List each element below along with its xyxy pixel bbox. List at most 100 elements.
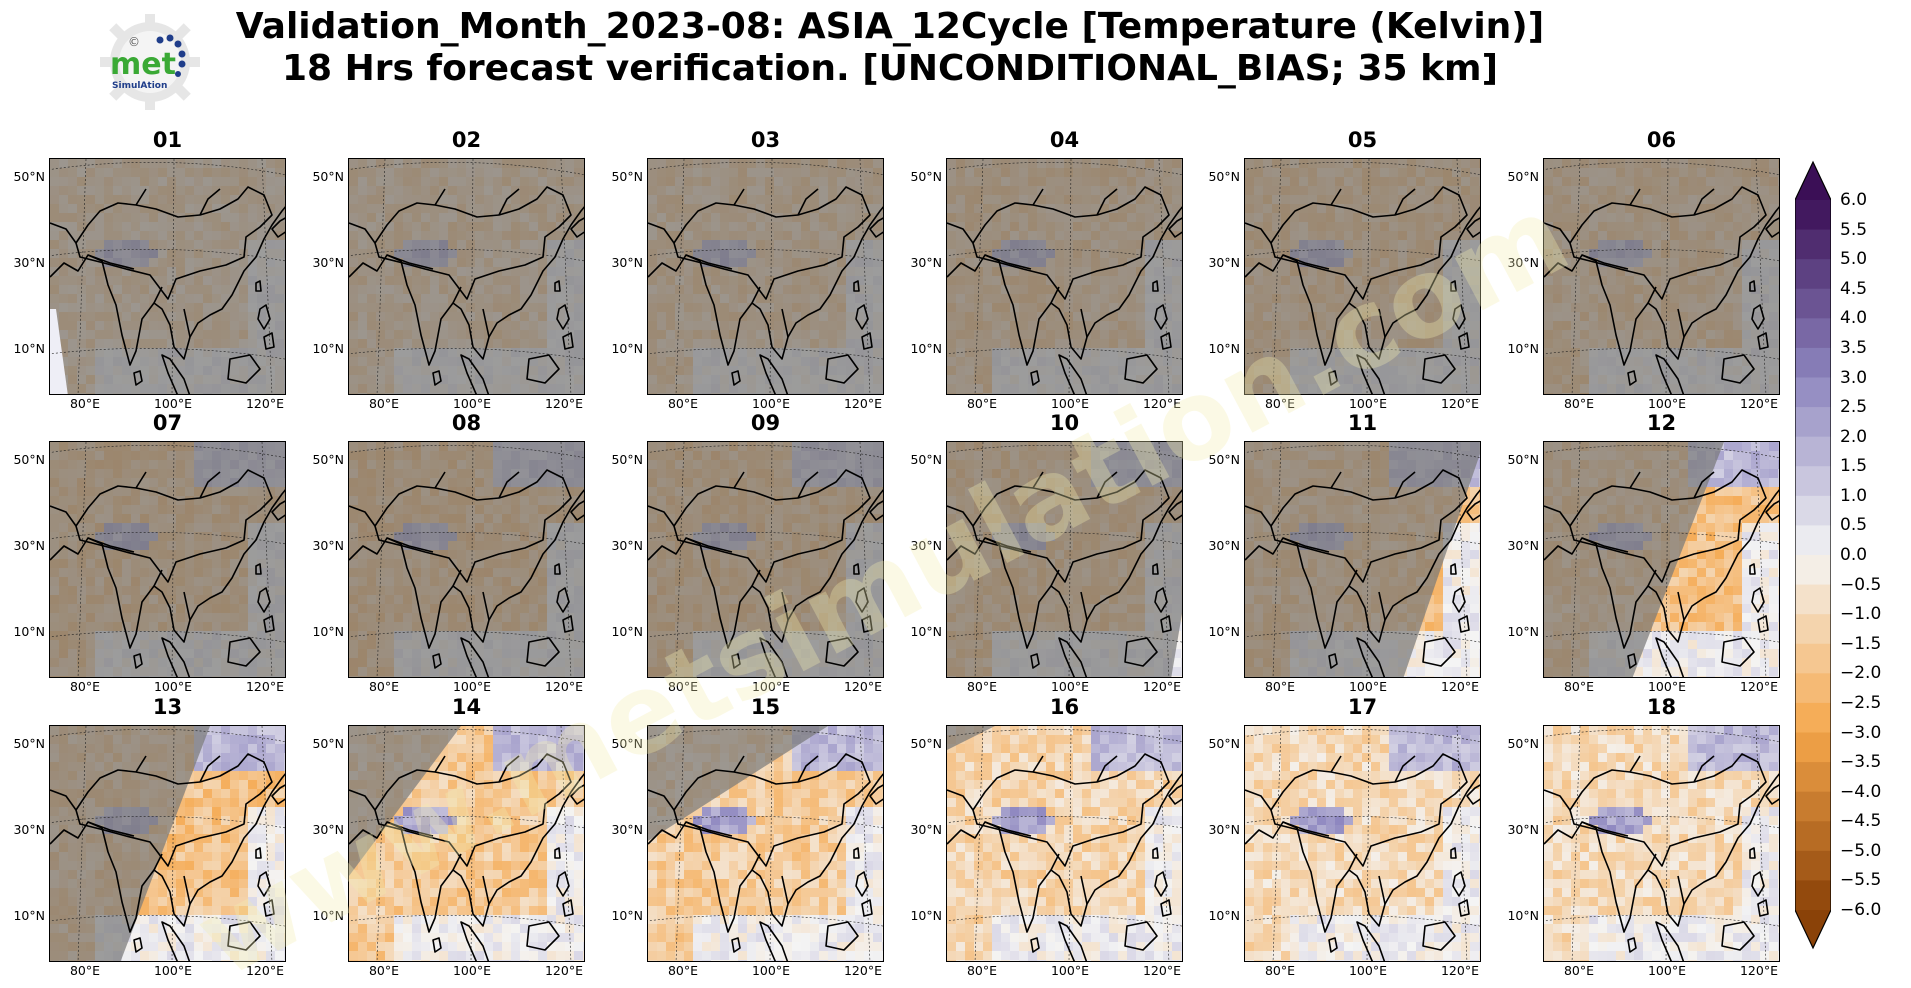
- missing-data-mask: [648, 726, 828, 841]
- colorbar-tick-label: −1.5: [1840, 633, 1882, 654]
- lat-label: 10°N: [1208, 624, 1240, 639]
- dots-icon: [156, 34, 186, 77]
- colorbar-tick-label: 2.5: [1840, 397, 1868, 418]
- colorbar-segment: [1795, 821, 1831, 852]
- lat-label: 50°N: [312, 169, 344, 184]
- lat-label: 50°N: [910, 736, 942, 751]
- logo-word: met: [110, 47, 176, 82]
- colorbar-segment: [1795, 584, 1831, 615]
- graticule: [1544, 159, 1779, 394]
- lat-label: 10°N: [611, 341, 643, 356]
- lat-label: 30°N: [1208, 538, 1240, 553]
- bias-field: [1245, 726, 1480, 961]
- map-panel: [1244, 441, 1481, 678]
- lon-label: 100°E: [751, 963, 790, 978]
- missing-data-mask: [1245, 442, 1480, 677]
- colorbar-tick-label: 4.0: [1840, 308, 1868, 329]
- graticule: [349, 726, 584, 961]
- met-simulation-logo: © met SimulAtion: [100, 14, 200, 110]
- lon-label: 100°E: [1050, 396, 1089, 411]
- missing-data-mask: [1544, 159, 1779, 394]
- lat-label: 30°N: [611, 538, 643, 553]
- lat-label: 10°N: [13, 341, 45, 356]
- lon-label: 80°E: [1264, 396, 1296, 411]
- lat-label: 30°N: [611, 255, 643, 270]
- map-panel: [946, 725, 1183, 962]
- colorbar-tick-label: −0.5: [1840, 574, 1882, 595]
- colorbar-tick-label: 4.5: [1840, 278, 1868, 299]
- missing-data-mask: [349, 442, 584, 677]
- colorbar-tick-label: 0.0: [1840, 545, 1868, 565]
- coastlines: [1544, 186, 1779, 394]
- coastlines: [50, 186, 285, 394]
- lat-label: 30°N: [312, 538, 344, 553]
- colorbar-segment: [1795, 466, 1831, 497]
- lat-label: 50°N: [611, 736, 643, 751]
- colorbar-extend-min: [1795, 910, 1831, 948]
- lat-label: 10°N: [312, 341, 344, 356]
- colorbar-segment: [1795, 850, 1831, 882]
- coastlines: [1245, 469, 1480, 677]
- missing-data-mask: [947, 442, 1182, 677]
- bias-field: [947, 726, 1182, 961]
- coastlines: [349, 753, 584, 961]
- map-panel: [1543, 158, 1780, 395]
- map-panel: [946, 158, 1183, 395]
- colorbar-segment: [1795, 880, 1831, 911]
- title-line-1: Validation_Month_2023-08: ASIA_12Cycle […: [235, 6, 1545, 47]
- lat-label: 30°N: [312, 822, 344, 837]
- map-panel: [1244, 725, 1481, 962]
- coastlines: [1245, 186, 1480, 394]
- colorbar-segment: [1795, 614, 1831, 645]
- colorbar-segment: [1795, 436, 1831, 467]
- graticule: [50, 442, 285, 677]
- lat-label: 30°N: [910, 822, 942, 837]
- missing-data-mask: [648, 159, 883, 394]
- colorbar-tick-label: 1.5: [1840, 456, 1868, 477]
- map-panel: [1244, 158, 1481, 395]
- colorbar-tick-label: 2.0: [1840, 426, 1868, 447]
- colorbar-tick-label: 6.0: [1840, 190, 1868, 210]
- panel-title: 15: [750, 695, 781, 719]
- lat-label: 30°N: [1507, 255, 1539, 270]
- logo-mark: ©: [128, 35, 140, 49]
- missing-data-mask: [349, 159, 584, 394]
- colorbar-tick-label: −3.0: [1840, 722, 1882, 743]
- panel-title: 03: [750, 128, 781, 152]
- coastlines: [947, 186, 1182, 394]
- graticule: [349, 159, 584, 394]
- map-panel: [1543, 441, 1780, 678]
- panel-title: 16: [1049, 695, 1080, 719]
- graticule: [1245, 726, 1480, 961]
- colorbar-tick-label: −3.5: [1840, 752, 1882, 773]
- lon-label: 80°E: [69, 396, 101, 411]
- colorbar-segment: [1795, 525, 1831, 556]
- lat-label: 10°N: [910, 908, 942, 923]
- lon-label: 120°E: [843, 963, 882, 978]
- lon-label: 80°E: [69, 679, 101, 694]
- lat-label: 50°N: [1208, 169, 1240, 184]
- missing-data-mask: [1245, 159, 1480, 394]
- coastlines: [50, 469, 285, 677]
- coastlines: [947, 753, 1182, 961]
- lat-label: 30°N: [611, 822, 643, 837]
- colorbar-tick-label: 5.0: [1840, 249, 1868, 270]
- lat-label: 30°N: [1507, 538, 1539, 553]
- lon-label: 100°E: [452, 679, 491, 694]
- lat-label: 10°N: [1507, 341, 1539, 356]
- lat-label: 10°N: [611, 624, 643, 639]
- colorbar-tick-label: 1.0: [1840, 485, 1868, 506]
- panel-title: 04: [1049, 128, 1080, 152]
- lon-label: 120°E: [1142, 963, 1181, 978]
- lat-label: 30°N: [1208, 822, 1240, 837]
- coastlines: [1544, 753, 1779, 961]
- panel-title: 11: [1347, 411, 1378, 435]
- lat-label: 10°N: [1208, 908, 1240, 923]
- colorbar-segment: [1795, 791, 1831, 822]
- lat-label: 50°N: [1507, 169, 1539, 184]
- colorbar-segment: [1795, 229, 1831, 260]
- lat-label: 50°N: [611, 169, 643, 184]
- bias-field: [1544, 726, 1779, 961]
- lat-label: 30°N: [1507, 822, 1539, 837]
- panel-title: 09: [750, 411, 781, 435]
